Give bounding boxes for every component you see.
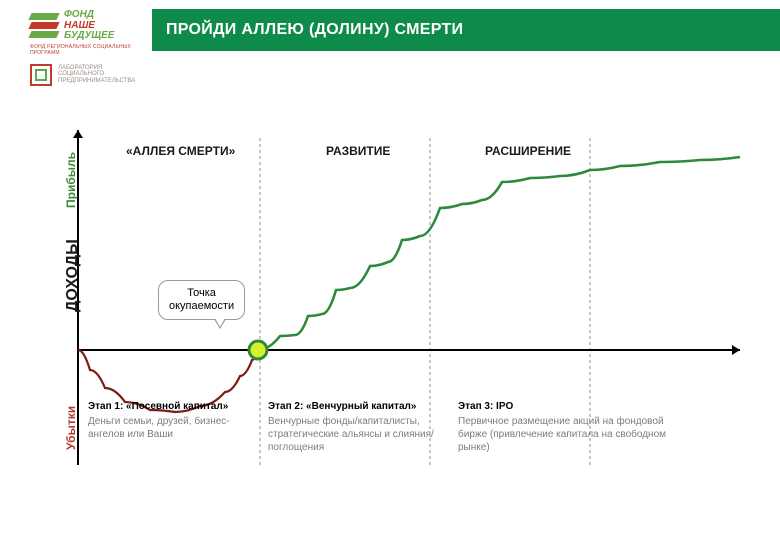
logo-stripe-3 bbox=[28, 31, 59, 38]
sublogo: ЛАБОРАТОРИЯ СОЦИАЛЬНОГО ПРЕДПРИНИМАТЕЛЬС… bbox=[0, 60, 780, 86]
y-label-loss: Убытки bbox=[64, 406, 78, 450]
chart-area: Прибыль ДОХОДЫ Убытки «АЛЛЕЯ СМЕРТИ» РАЗ… bbox=[30, 120, 750, 520]
page-title: ПРОЙДИ АЛЛЕЮ (ДОЛИНУ) СМЕРТИ bbox=[152, 9, 780, 51]
logo-subtitle: ФОНД РЕГИОНАЛЬНЫХ СОЦИАЛЬНЫХ ПРОГРАММ bbox=[30, 44, 144, 56]
sublogo-line-2: СОЦИАЛЬНОГО bbox=[58, 71, 135, 78]
breakeven-bubble: Точка окупаемости bbox=[158, 280, 245, 320]
phase-label-2: РАЗВИТИЕ bbox=[326, 144, 390, 158]
logo-block: ФОНД НАШЕ БУДУЩЕЕ ФОНД РЕГИОНАЛЬНЫХ СОЦИ… bbox=[0, 0, 152, 60]
y-label-profit: Прибыль bbox=[64, 152, 78, 208]
stage-3-desc: Первичное размещение акций на фондовой б… bbox=[458, 416, 666, 453]
stage-3: Этап 3: IPO Первичное размещение акций н… bbox=[458, 400, 668, 454]
logo-text: ФОНД НАШЕ БУДУЩЕЕ bbox=[64, 10, 114, 42]
stage-2-desc: Венчурные фонды/капиталисты, стратегичес… bbox=[268, 416, 434, 453]
stage-1: Этап 1: «Посевной капитал» Деньги семьи,… bbox=[88, 400, 256, 441]
logo-stripe-1 bbox=[28, 13, 59, 20]
stage-2-title: Этап 2: «Венчурный капитал» bbox=[268, 400, 446, 413]
logo-line-1: ФОНД bbox=[64, 10, 114, 21]
header: ФОНД НАШЕ БУДУЩЕЕ ФОНД РЕГИОНАЛЬНЫХ СОЦИ… bbox=[0, 0, 780, 60]
logo-mark bbox=[30, 13, 58, 38]
y-label-income: ДОХОДЫ bbox=[64, 239, 82, 312]
sublogo-icon bbox=[30, 64, 52, 86]
phase-label-1: «АЛЛЕЯ СМЕРТИ» bbox=[126, 144, 235, 158]
stage-2: Этап 2: «Венчурный капитал» Венчурные фо… bbox=[268, 400, 446, 454]
bubble-tail-icon bbox=[214, 319, 226, 329]
stage-3-title: Этап 3: IPO bbox=[458, 400, 668, 413]
stage-1-title: Этап 1: «Посевной капитал» bbox=[88, 400, 256, 413]
stage-1-desc: Деньги семьи, друзей, бизнес-ангелов или… bbox=[88, 416, 230, 440]
logo-line-3: БУДУЩЕЕ bbox=[64, 31, 114, 42]
chart-svg bbox=[30, 120, 750, 520]
sublogo-line-1: ЛАБОРАТОРИЯ bbox=[58, 65, 135, 72]
sublogo-text: ЛАБОРАТОРИЯ СОЦИАЛЬНОГО ПРЕДПРИНИМАТЕЛЬС… bbox=[58, 65, 135, 85]
logo-stripe-2 bbox=[28, 22, 59, 29]
sublogo-line-3: ПРЕДПРИНИМАТЕЛЬСТВА bbox=[58, 78, 135, 85]
main-logo: ФОНД НАШЕ БУДУЩЕЕ bbox=[30, 10, 144, 42]
phase-label-3: РАСШИРЕНИЕ bbox=[485, 144, 571, 158]
breakeven-line-2: окупаемости bbox=[169, 300, 234, 312]
breakeven-line-1: Точка bbox=[187, 287, 216, 299]
